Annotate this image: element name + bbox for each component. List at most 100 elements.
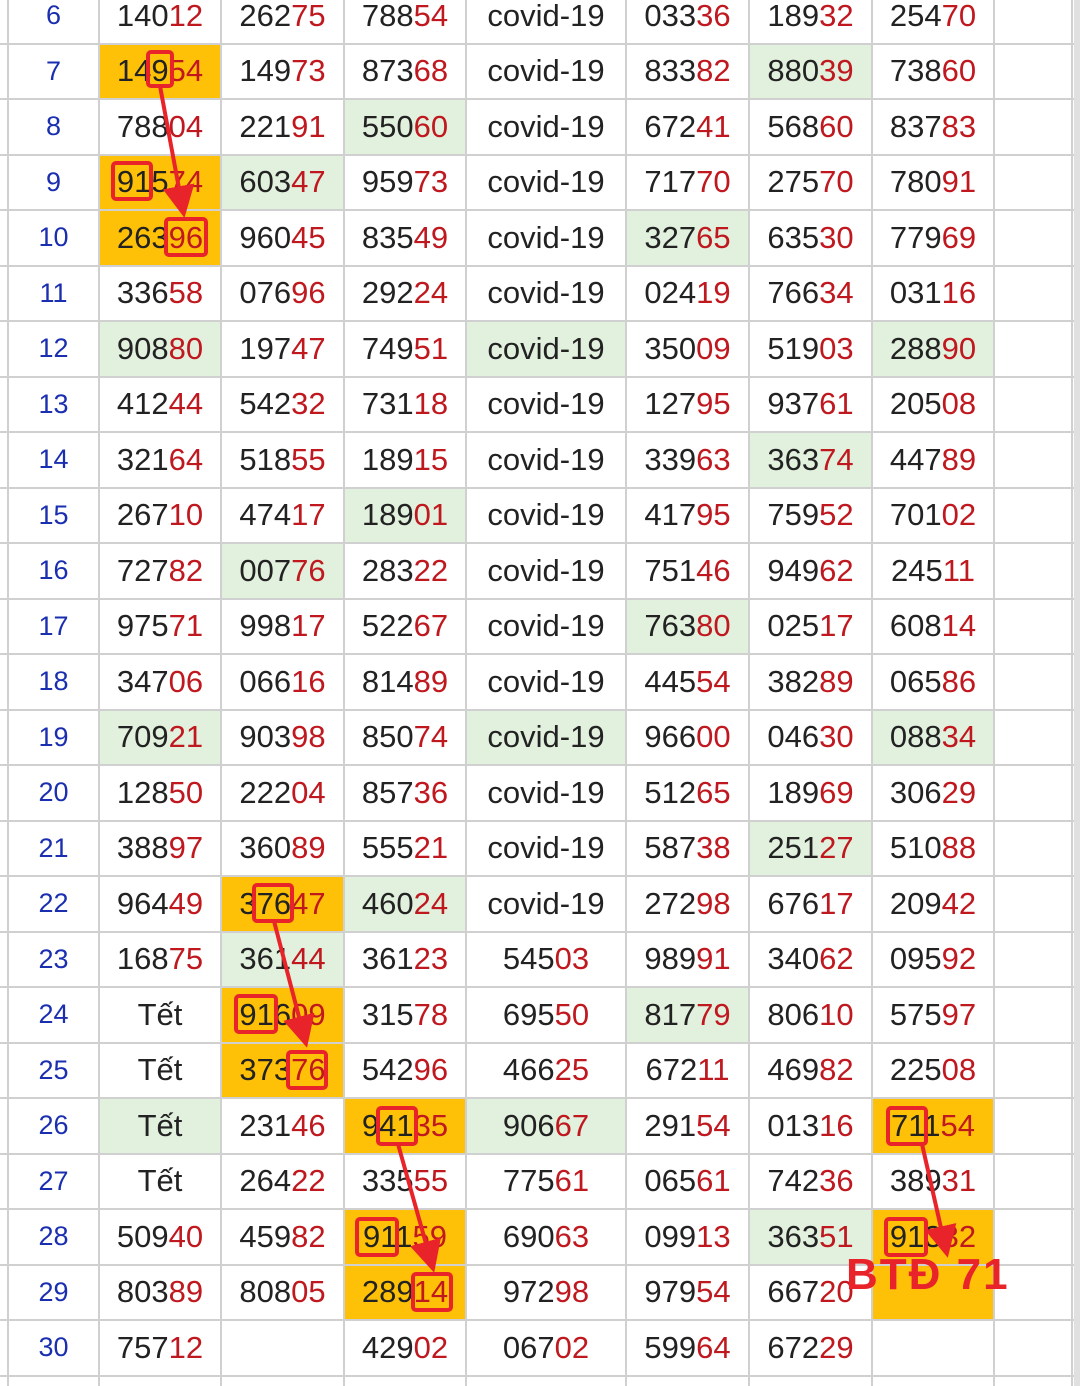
result-cell[interactable]: Tết bbox=[137, 996, 183, 1032]
result-cell[interactable]: 373 76 bbox=[221, 1042, 344, 1098]
result-cell[interactable]: 906 67 bbox=[466, 1098, 626, 1154]
result-cell[interactable]: Tết bbox=[99, 1098, 221, 1154]
result-cell[interactable]: 189 01 bbox=[344, 487, 466, 543]
result-cell[interactable]: 168 75 bbox=[99, 932, 221, 988]
result-cell[interactable] bbox=[994, 987, 1072, 1043]
result-cell[interactable]: 221 91 bbox=[221, 99, 344, 155]
result-cell[interactable]: 363 51 bbox=[749, 1209, 872, 1265]
result-cell[interactable]: 361 44 bbox=[221, 931, 344, 987]
result-cell[interactable]: 837 83 bbox=[872, 99, 994, 155]
result-cell[interactable] bbox=[994, 1043, 1072, 1099]
result-cell[interactable]: 417 95 bbox=[626, 488, 749, 544]
result-cell[interactable]: 519 03 bbox=[749, 321, 872, 377]
result-cell[interactable]: 389 31 bbox=[872, 1154, 994, 1210]
result-cell[interactable]: 788 54 bbox=[344, 0, 466, 44]
result-cell[interactable]: 251 27 bbox=[749, 820, 872, 876]
result-cell[interactable]: 088 34 bbox=[872, 709, 994, 765]
result-cell[interactable]: 972 98 bbox=[466, 1265, 626, 1321]
result-cell[interactable]: 903 98 bbox=[221, 710, 344, 766]
result-cell[interactable]: 989 91 bbox=[626, 932, 749, 988]
result-cell[interactable]: 717 70 bbox=[626, 155, 749, 211]
result-cell[interactable]: 263 96 bbox=[99, 210, 221, 266]
result-cell[interactable]: 763 80 bbox=[626, 598, 749, 654]
result-cell[interactable]: 779 69 bbox=[872, 210, 994, 266]
result-cell[interactable]: 857 36 bbox=[344, 765, 466, 821]
result-cell[interactable]: 007 76 bbox=[221, 543, 344, 599]
result-cell[interactable]: 272 98 bbox=[626, 876, 749, 932]
result-cell[interactable]: 321 64 bbox=[99, 432, 221, 488]
result-cell[interactable]: covid-19 bbox=[487, 164, 605, 200]
result-cell[interactable]: 522 67 bbox=[344, 599, 466, 655]
result-cell[interactable] bbox=[994, 876, 1072, 932]
scrollbar[interactable] bbox=[1074, 0, 1080, 1386]
result-cell[interactable]: 817 79 bbox=[626, 987, 749, 1043]
result-cell[interactable]: 376 47 bbox=[221, 876, 344, 932]
result-cell[interactable]: covid-19 bbox=[487, 608, 605, 644]
result-cell[interactable]: covid-19 bbox=[466, 321, 626, 377]
result-cell[interactable]: 024 19 bbox=[626, 266, 749, 322]
result-cell[interactable]: 550 60 bbox=[344, 99, 466, 155]
result-cell[interactable]: 066 16 bbox=[221, 654, 344, 710]
result-cell[interactable]: 959 73 bbox=[344, 155, 466, 211]
result-cell[interactable]: covid-19 bbox=[487, 774, 605, 810]
result-cell[interactable]: 587 38 bbox=[626, 821, 749, 877]
result-cell[interactable]: 466 25 bbox=[466, 1043, 626, 1099]
result-cell[interactable]: 031 16 bbox=[872, 266, 994, 322]
result-cell[interactable]: 267 10 bbox=[99, 488, 221, 544]
result-cell[interactable]: 013 16 bbox=[749, 1098, 872, 1154]
result-cell[interactable]: 339 63 bbox=[626, 432, 749, 488]
result-cell[interactable]: 205 08 bbox=[872, 377, 994, 433]
result-cell[interactable]: 291 54 bbox=[626, 1098, 749, 1154]
result-cell[interactable]: 711 54 bbox=[872, 1098, 994, 1154]
result-cell[interactable]: Tết bbox=[137, 1163, 183, 1199]
result-cell[interactable]: 979 54 bbox=[626, 1265, 749, 1321]
result-cell[interactable] bbox=[994, 710, 1072, 766]
result-cell[interactable]: 509 40 bbox=[99, 1209, 221, 1265]
result-cell[interactable]: 850 74 bbox=[344, 710, 466, 766]
result-cell[interactable]: 347 06 bbox=[99, 654, 221, 710]
result-cell[interactable]: covid-19 bbox=[487, 275, 605, 311]
result-cell[interactable]: 788 04 bbox=[99, 99, 221, 155]
result-cell[interactable]: 568 60 bbox=[749, 99, 872, 155]
result-cell[interactable] bbox=[994, 432, 1072, 488]
result-cell[interactable]: 095 92 bbox=[872, 932, 994, 988]
result-cell[interactable]: 363 74 bbox=[749, 432, 872, 488]
result-cell[interactable]: 140 12 bbox=[99, 0, 221, 44]
result-cell[interactable]: 289 14 bbox=[344, 1264, 466, 1320]
result-cell[interactable]: 327 65 bbox=[626, 210, 749, 266]
result-cell[interactable]: 775 61 bbox=[466, 1154, 626, 1210]
result-cell[interactable]: 873 68 bbox=[344, 44, 466, 100]
result-cell[interactable]: 149 73 bbox=[221, 44, 344, 100]
result-cell[interactable]: 599 64 bbox=[626, 1320, 749, 1376]
result-cell[interactable]: 512 65 bbox=[626, 765, 749, 821]
result-cell[interactable]: 189 15 bbox=[344, 432, 466, 488]
result-cell[interactable]: 445 54 bbox=[626, 654, 749, 710]
result-cell[interactable]: 916 09 bbox=[221, 987, 344, 1043]
result-cell[interactable] bbox=[994, 488, 1072, 544]
result-cell[interactable]: 672 29 bbox=[749, 1320, 872, 1376]
result-cell[interactable]: 608 14 bbox=[872, 599, 994, 655]
result-cell[interactable] bbox=[994, 1098, 1072, 1154]
result-cell[interactable]: 937 61 bbox=[749, 377, 872, 433]
result-cell[interactable] bbox=[994, 1320, 1072, 1376]
result-cell[interactable] bbox=[221, 1320, 344, 1376]
result-cell[interactable]: 749 51 bbox=[344, 321, 466, 377]
result-cell[interactable]: 603 47 bbox=[221, 154, 344, 210]
result-cell[interactable] bbox=[994, 543, 1072, 599]
result-cell[interactable]: 189 69 bbox=[749, 765, 872, 821]
result-cell[interactable]: 292 24 bbox=[344, 266, 466, 322]
result-cell[interactable] bbox=[994, 1154, 1072, 1210]
result-cell[interactable]: 757 12 bbox=[99, 1320, 221, 1376]
result-cell[interactable]: 911 59 bbox=[344, 1209, 466, 1265]
result-cell[interactable]: 360 89 bbox=[221, 821, 344, 877]
result-cell[interactable]: 474 17 bbox=[221, 488, 344, 544]
result-cell[interactable]: 915 74 bbox=[99, 154, 221, 210]
result-cell[interactable]: 575 97 bbox=[872, 987, 994, 1043]
result-cell[interactable]: 222 04 bbox=[221, 765, 344, 821]
result-cell[interactable]: 635 30 bbox=[749, 210, 872, 266]
result-cell[interactable]: 518 55 bbox=[221, 432, 344, 488]
result-cell[interactable]: covid-19 bbox=[487, 0, 605, 33]
result-cell[interactable]: 542 32 bbox=[221, 377, 344, 433]
result-cell[interactable] bbox=[994, 599, 1072, 655]
result-cell[interactable]: covid-19 bbox=[487, 830, 605, 866]
